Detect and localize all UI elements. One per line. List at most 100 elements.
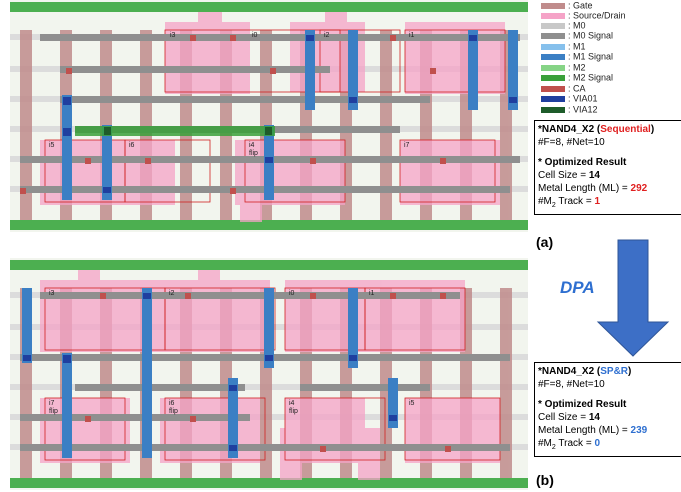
ca — [145, 158, 151, 164]
swatch — [541, 13, 565, 19]
swatch — [541, 33, 565, 39]
instance-label: i3 — [49, 290, 55, 297]
m1-signal — [142, 288, 152, 458]
via01 — [63, 355, 71, 363]
instance-label: flip — [169, 408, 178, 415]
legend: : Gate : Source/Drain : M0 : M0 Signal :… — [541, 0, 626, 114]
legend-label: : VIA12 — [568, 104, 598, 114]
instance-label: i2 — [169, 290, 175, 297]
value: 0 — [594, 438, 600, 449]
label: Cell Size = — [538, 412, 589, 423]
layout-a: i3 i0 i2 i1 i5 i6 i4 flip i7 — [10, 0, 528, 232]
instance-label: flip — [289, 408, 298, 415]
m1-signal — [62, 353, 72, 458]
result-box-a: *NAND4_X2 (Sequential) #F=8, #Net=10 * O… — [534, 120, 681, 215]
swatch — [541, 96, 565, 102]
ca — [390, 293, 396, 299]
ca — [190, 416, 196, 422]
m0-signal — [60, 66, 330, 73]
via01 — [103, 187, 111, 193]
sd — [115, 140, 175, 205]
title: *NAND4_X2 ( — [538, 366, 600, 377]
swatch — [541, 44, 565, 50]
value: 14 — [589, 412, 600, 423]
page: i3 i0 i2 i1 i5 i6 i4 flip i7 i3 i2 i0 i1… — [0, 0, 681, 492]
m0-signal — [60, 96, 430, 103]
ca — [270, 68, 276, 74]
via12 — [104, 127, 111, 135]
legend-label: : VIA01 — [568, 93, 598, 103]
nets: #F=8, #Net=10 — [538, 378, 678, 391]
swatch — [541, 86, 565, 92]
value: 14 — [589, 170, 600, 181]
swatch — [541, 75, 565, 81]
label: #M — [538, 438, 552, 449]
sd — [405, 398, 500, 463]
swatch — [541, 23, 565, 29]
instance-label: i0 — [289, 290, 295, 297]
via01 — [229, 385, 237, 391]
ca — [430, 68, 436, 74]
via01 — [265, 355, 273, 361]
legend-label: : CA — [568, 83, 586, 93]
method: SP&R — [600, 366, 628, 377]
via01 — [63, 128, 71, 136]
ca — [440, 158, 446, 164]
sd — [405, 22, 505, 94]
via01 — [389, 415, 397, 421]
arrow-label: DPA — [560, 278, 595, 298]
ca — [66, 68, 72, 74]
m1-signal — [468, 30, 478, 110]
label: Track = — [556, 438, 595, 449]
instance-label: i3 — [170, 32, 176, 39]
ca — [230, 35, 236, 41]
via01 — [469, 35, 477, 41]
ca — [185, 293, 191, 299]
heading: * Optimized Result — [538, 157, 626, 168]
m1-signal — [22, 288, 32, 363]
value: 1 — [594, 196, 600, 207]
ca — [390, 35, 396, 41]
title-end: ) — [651, 124, 654, 135]
instance-label: i1 — [369, 290, 375, 297]
ca — [310, 158, 316, 164]
instance-label: i0 — [252, 32, 258, 39]
instance-label: flip — [249, 150, 258, 157]
legend-label: : M0 Signal — [568, 30, 613, 40]
sd — [78, 270, 100, 310]
result-box-b: *NAND4_X2 (SP&R) #F=8, #Net=10 * Optimiz… — [534, 362, 681, 457]
legend-label: : Gate — [568, 0, 593, 10]
value: 292 — [631, 183, 648, 194]
ca — [310, 293, 316, 299]
legend-label: : M2 — [568, 62, 586, 72]
label: Metal Length (ML) = — [538, 183, 631, 194]
m0-signal — [300, 384, 430, 391]
via01 — [63, 97, 71, 105]
box-title: *NAND4_X2 (Sequential) — [538, 123, 678, 136]
label: Track = — [556, 196, 595, 207]
swatch — [541, 54, 565, 60]
instance-label: i7 — [49, 400, 55, 407]
swatch — [541, 65, 565, 71]
ca — [85, 158, 91, 164]
box-title: *NAND4_X2 (SP&R) — [538, 365, 678, 378]
heading: * Optimized Result — [538, 399, 626, 410]
label: Metal Length (ML) = — [538, 425, 631, 436]
legend-label: : Source/Drain — [568, 10, 626, 20]
instance-label: i6 — [169, 400, 175, 407]
sd — [365, 280, 465, 352]
ca — [85, 416, 91, 422]
ca — [320, 446, 326, 452]
m1-signal — [62, 95, 72, 200]
arrow — [598, 240, 668, 356]
swatch — [541, 3, 565, 9]
via01 — [229, 445, 237, 451]
m0-signal — [20, 444, 510, 451]
label: Cell Size = — [538, 170, 589, 181]
panel-label: (a) — [536, 234, 553, 250]
sd — [198, 270, 220, 310]
via01 — [349, 355, 357, 361]
ca — [230, 188, 236, 194]
instance-label: i4 — [289, 400, 295, 407]
instance-label: i5 — [49, 142, 55, 149]
